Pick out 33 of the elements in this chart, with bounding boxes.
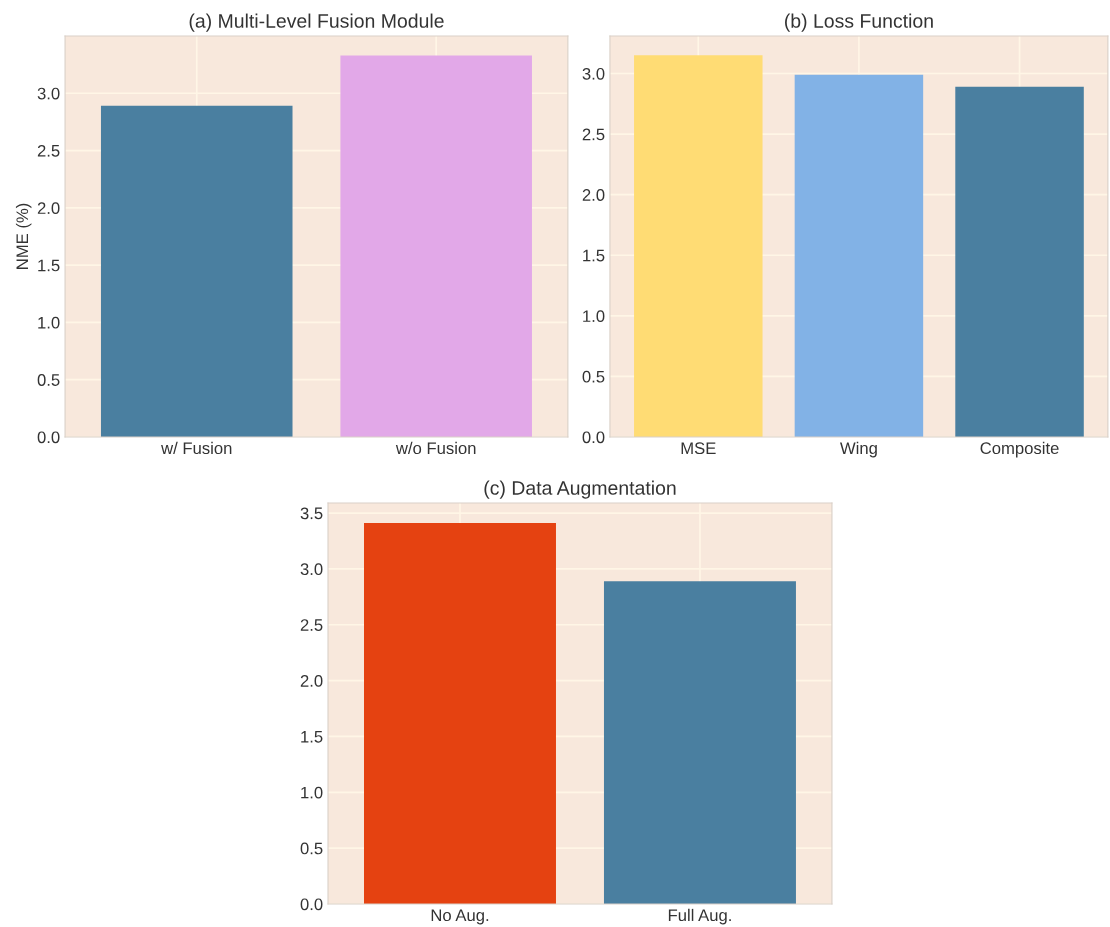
x-tick-label: w/ Fusion xyxy=(161,441,232,455)
x-tick-label: MSE xyxy=(681,442,716,455)
y-tick-label: 0.5 xyxy=(582,370,605,383)
y-tick-label: 3.5 xyxy=(300,507,323,520)
x-tick-label: No Aug. xyxy=(431,909,489,925)
chart-title: (c) Data Augmentation xyxy=(484,480,676,499)
y-tick-label: 3.0 xyxy=(37,87,60,100)
y-tick-label: 2.0 xyxy=(37,202,60,215)
y-tick-label: 2.0 xyxy=(582,189,605,201)
y-tick-label: 3.0 xyxy=(300,563,323,576)
y-tick-label: 1.0 xyxy=(583,310,605,323)
x-tick-label: Wing xyxy=(840,441,877,458)
y-tick-label: 3.0 xyxy=(582,67,605,80)
y-tick-label: 0.0 xyxy=(37,431,60,444)
y-tick-label: 0.5 xyxy=(37,374,60,386)
y-tick-label: 0.0 xyxy=(582,431,605,444)
chart-title: (b) Loss Function xyxy=(785,13,933,32)
x-tick-label: Composite xyxy=(980,441,1059,458)
x-tick-label: w/o Fusion xyxy=(395,441,476,455)
y-tick-label: 2.5 xyxy=(582,128,605,141)
y-tick-label: 1.0 xyxy=(301,786,323,799)
y-tick-label: 1.5 xyxy=(301,731,323,743)
y-tick-label: 0.0 xyxy=(300,898,323,911)
chart-title: (a) Multi-Level Fusion Module xyxy=(189,13,444,32)
y-tick-label: 1.0 xyxy=(38,316,60,329)
y-tick-label: 1.5 xyxy=(583,249,605,262)
x-tick-label: Full Aug. xyxy=(668,908,731,925)
y-tick-label: 2.5 xyxy=(37,144,60,157)
y-tick-label: 2.5 xyxy=(300,619,323,631)
y-tick-label: 2.0 xyxy=(300,675,323,687)
y-tick-label: 0.5 xyxy=(300,842,323,855)
y-tick-label: 1.5 xyxy=(38,259,60,272)
y-axis-title: NME (%) xyxy=(15,203,32,269)
